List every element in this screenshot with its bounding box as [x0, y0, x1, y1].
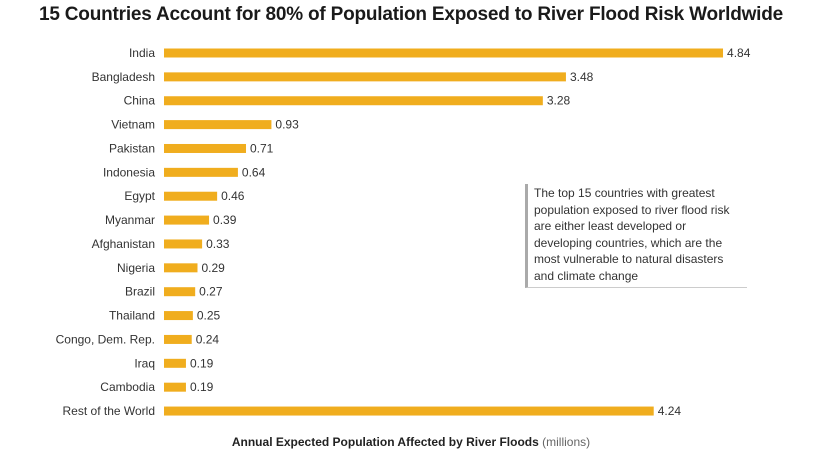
category-label: Thailand: [109, 309, 155, 323]
category-label: Congo, Dem. Rep.: [56, 332, 155, 346]
category-label: Afghanistan: [92, 237, 155, 251]
x-axis-unit: (millions): [542, 435, 591, 449]
chart-annotation: The top 15 countries with greatest popul…: [525, 184, 747, 288]
category-label: Vietnam: [111, 118, 155, 132]
bar: [164, 72, 566, 82]
bar: [164, 358, 186, 368]
value-label: 0.64: [242, 165, 266, 179]
category-label: Rest of the World: [63, 404, 155, 418]
bar: [164, 382, 186, 392]
category-label: Bangladesh: [92, 70, 155, 84]
bar: [164, 263, 198, 273]
value-label: 4.24: [658, 404, 682, 418]
bar: [164, 311, 193, 321]
value-label: 0.71: [250, 141, 274, 155]
value-label: 3.48: [570, 70, 594, 84]
x-axis-label: Annual Expected Population Affected by R…: [0, 435, 822, 449]
bar: [164, 239, 203, 249]
category-label: Cambodia: [100, 380, 155, 394]
bar: [164, 48, 724, 58]
value-label: 4.84: [727, 46, 751, 60]
value-label: 0.19: [190, 356, 214, 370]
value-label: 0.93: [275, 118, 299, 132]
value-label: 0.19: [190, 380, 214, 394]
bar: [164, 191, 218, 201]
category-label: Iraq: [134, 356, 155, 370]
x-axis-title: Annual Expected Population Affected by R…: [231, 435, 539, 449]
value-label: 0.27: [199, 285, 223, 299]
category-label: Brazil: [125, 285, 155, 299]
bar: [164, 406, 654, 416]
value-label: 0.46: [221, 189, 245, 203]
category-label: India: [129, 46, 155, 60]
category-label: Indonesia: [103, 165, 155, 179]
bar: [164, 287, 196, 297]
value-label: 0.29: [201, 261, 225, 275]
chart-title: 15 Countries Account for 80% of Populati…: [38, 4, 784, 25]
bars-group: India 4.84 Bangladesh 3.48 China 3.28 Vietnam 0…: [56, 46, 751, 418]
bar: [164, 143, 247, 153]
value-label: 0.39: [213, 213, 237, 227]
value-label: 0.24: [196, 332, 220, 346]
bar: [164, 96, 543, 106]
category-label: Nigeria: [117, 261, 155, 275]
bar: [164, 334, 192, 344]
category-label: Egypt: [124, 189, 155, 203]
value-label: 3.28: [547, 94, 571, 108]
value-label: 0.33: [206, 237, 230, 251]
category-label: China: [124, 94, 156, 108]
category-label: Myanmar: [105, 213, 155, 227]
bar: [164, 167, 238, 177]
bar: [164, 215, 210, 225]
value-label: 0.25: [197, 309, 221, 323]
category-label: Pakistan: [109, 141, 155, 155]
bar: [164, 120, 272, 130]
